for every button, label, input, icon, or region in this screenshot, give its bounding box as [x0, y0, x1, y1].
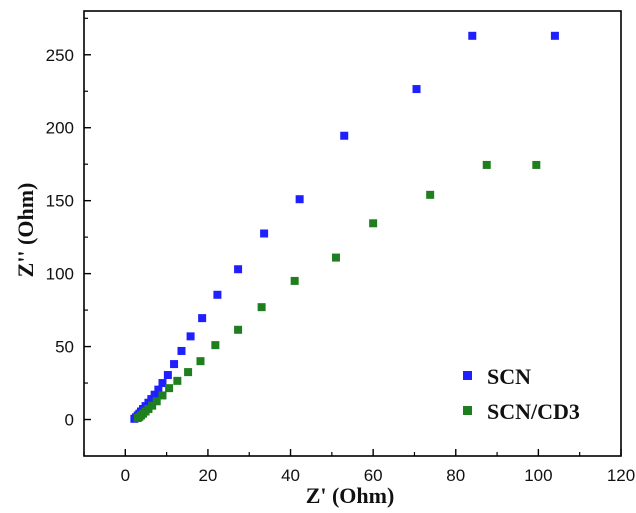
data-point — [158, 379, 167, 388]
data-point — [154, 385, 163, 394]
data-point — [152, 397, 161, 406]
x-tick-label: 60 — [364, 466, 383, 485]
y-tick-label: 50 — [55, 338, 74, 357]
data-point — [147, 395, 156, 404]
data-point — [412, 85, 421, 94]
data-point — [550, 31, 559, 40]
y-tick-label: 100 — [46, 265, 74, 284]
x-tick-label: 20 — [198, 466, 217, 485]
x-tick-label: 0 — [121, 466, 130, 485]
y-axis-ticks — [84, 17, 91, 421]
data-point — [177, 346, 186, 355]
x-axis-tick-labels: 0 20 40 60 80 100 120 — [121, 466, 636, 485]
series-points — [130, 31, 559, 423]
legend-label-scn: SCN — [487, 364, 531, 389]
data-point — [165, 384, 174, 393]
data-point — [170, 360, 179, 369]
y-tick-label: 250 — [46, 46, 74, 65]
data-point — [213, 290, 222, 299]
x-tick-label: 120 — [607, 466, 635, 485]
data-point — [369, 219, 378, 228]
x-axis-title: Z' (Ohm) — [306, 483, 395, 508]
data-point — [163, 371, 172, 380]
legend: SCN SCN/CD3 — [463, 364, 580, 424]
data-point — [331, 253, 340, 262]
y-tick-label: 150 — [46, 192, 74, 211]
data-point — [186, 332, 195, 341]
data-point — [150, 390, 159, 399]
series-scn-cd3 — [133, 160, 541, 423]
data-point — [340, 131, 349, 140]
data-point — [148, 401, 157, 410]
data-point — [158, 391, 167, 400]
plot-frame — [83, 10, 622, 457]
data-point — [295, 195, 304, 204]
data-point — [184, 368, 193, 377]
data-point — [198, 314, 207, 323]
data-point — [173, 376, 182, 385]
y-axis-title: Z'' (Ohm) — [13, 183, 38, 278]
x-tick-label: 40 — [281, 466, 300, 485]
data-point — [234, 325, 243, 334]
x-axis-ticks — [83, 449, 622, 456]
data-point — [290, 276, 299, 285]
legend-label-scn-cd3: SCN/CD3 — [487, 399, 580, 424]
data-point — [257, 303, 266, 312]
data-point — [426, 190, 435, 199]
legend-marker-scn-cd3 — [463, 406, 472, 415]
x-tick-label: 100 — [524, 466, 552, 485]
data-point — [482, 160, 491, 169]
y-tick-label: 0 — [65, 411, 74, 430]
legend-marker-scn — [463, 371, 472, 380]
data-point — [532, 160, 541, 169]
data-point — [468, 31, 477, 40]
data-point — [234, 265, 243, 274]
data-point — [196, 357, 205, 366]
y-tick-label: 200 — [46, 119, 74, 138]
y-axis-tick-labels: 0 50 100 150 200 250 — [46, 46, 74, 430]
x-tick-label: 80 — [446, 466, 465, 485]
data-point — [260, 229, 269, 238]
data-point — [211, 341, 220, 350]
